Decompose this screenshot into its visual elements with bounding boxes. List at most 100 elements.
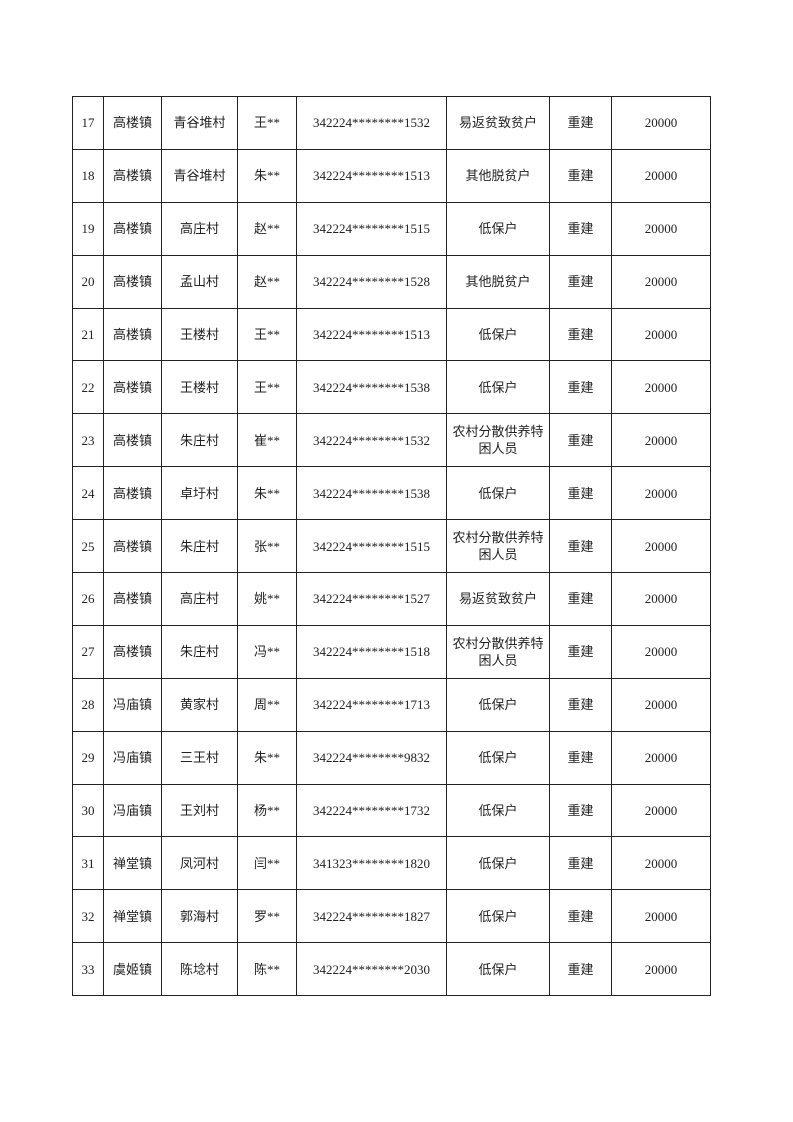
table-row: 32 禅堂镇 郭海村 罗** 342224********1827 低保户 重建 20000 <box>72 889 711 944</box>
name-cell: 张** <box>237 519 297 574</box>
household-type-cell: 易返贫致贫户 <box>446 96 550 150</box>
name-cell: 赵** <box>237 254 297 309</box>
id-number-cell: 342224********1532 <box>296 96 447 150</box>
table-row: 21 高楼镇 王楼村 王** 342224********1513 低保户 重建 20000 <box>72 307 711 362</box>
household-type-cell: 低保户 <box>446 360 550 415</box>
row-number-cell: 33 <box>72 942 104 997</box>
id-number-cell: 342224********1538 <box>296 466 447 521</box>
household-table: 17 高楼镇 青谷堆村 王** 342224********1532 易返贫致贫户 重建 20… <box>72 96 711 997</box>
subsidy-amount-cell: 20000 <box>611 730 711 785</box>
construction-type-cell: 重建 <box>549 360 612 415</box>
village-cell: 朱庄村 <box>161 519 238 574</box>
town-cell: 高楼镇 <box>103 201 162 256</box>
subsidy-amount-cell: 20000 <box>611 466 711 521</box>
construction-type-cell: 重建 <box>549 624 612 679</box>
subsidy-amount-cell: 20000 <box>611 942 711 997</box>
table-row: 28 冯庙镇 黄家村 周** 342224********1713 低保户 重建 20000 <box>72 677 711 732</box>
construction-type-cell: 重建 <box>549 307 612 362</box>
name-cell: 闫** <box>237 836 297 891</box>
name-cell: 周** <box>237 677 297 732</box>
village-cell: 黄家村 <box>161 677 238 732</box>
town-cell: 冯庙镇 <box>103 783 162 838</box>
id-number-cell: 342224********1515 <box>296 519 447 574</box>
table-row: 30 冯庙镇 王刘村 杨** 342224********1732 低保户 重建 20000 <box>72 783 711 838</box>
subsidy-amount-cell: 20000 <box>611 413 711 468</box>
table-row: 24 高楼镇 卓圩村 朱** 342224********1538 低保户 重建 20000 <box>72 466 711 521</box>
table-body: 17 高楼镇 青谷堆村 王** 342224********1532 易返贫致贫户 重建 20… <box>72 96 711 997</box>
row-number-cell: 24 <box>72 466 104 521</box>
household-type-cell: 低保户 <box>446 889 550 944</box>
row-number-cell: 27 <box>72 624 104 679</box>
name-cell: 冯** <box>237 624 297 679</box>
household-type-cell: 低保户 <box>446 307 550 362</box>
town-cell: 高楼镇 <box>103 360 162 415</box>
household-type-cell: 农村分散供养特困人员 <box>446 624 550 679</box>
row-number-cell: 22 <box>72 360 104 415</box>
subsidy-amount-cell: 20000 <box>611 519 711 574</box>
name-cell: 崔** <box>237 413 297 468</box>
subsidy-amount-cell: 20000 <box>611 201 711 256</box>
household-type-cell: 低保户 <box>446 677 550 732</box>
id-number-cell: 342224********1827 <box>296 889 447 944</box>
subsidy-amount-cell: 20000 <box>611 307 711 362</box>
name-cell: 朱** <box>237 730 297 785</box>
construction-type-cell: 重建 <box>549 413 612 468</box>
table-row: 26 高楼镇 高庄村 姚** 342224********1527 易返贫致贫户 重建 200… <box>72 572 711 626</box>
id-number-cell: 342224********2030 <box>296 942 447 997</box>
town-cell: 高楼镇 <box>103 96 162 150</box>
row-number-cell: 28 <box>72 677 104 732</box>
table-row: 29 冯庙镇 三王村 朱** 342224********9832 低保户 重建 20000 <box>72 730 711 785</box>
household-type-cell: 农村分散供养特困人员 <box>446 519 550 574</box>
row-number-cell: 31 <box>72 836 104 891</box>
id-number-cell: 342224********1527 <box>296 572 447 626</box>
subsidy-amount-cell: 20000 <box>611 96 711 150</box>
construction-type-cell: 重建 <box>549 148 612 203</box>
name-cell: 王** <box>237 96 297 150</box>
village-cell: 王楼村 <box>161 360 238 415</box>
subsidy-amount-cell: 20000 <box>611 360 711 415</box>
row-number-cell: 32 <box>72 889 104 944</box>
row-number-cell: 18 <box>72 148 104 203</box>
table-row: 25 高楼镇 朱庄村 张** 342224********1515 农村分散供养特困人员重… <box>72 519 711 574</box>
construction-type-cell: 重建 <box>549 730 612 785</box>
construction-type-cell: 重建 <box>549 201 612 256</box>
subsidy-amount-cell: 20000 <box>611 572 711 626</box>
town-cell: 高楼镇 <box>103 624 162 679</box>
subsidy-amount-cell: 20000 <box>611 889 711 944</box>
table-row: 18 高楼镇 青谷堆村 朱** 342224********1513 其他脱贫户 重建 200… <box>72 148 711 203</box>
town-cell: 高楼镇 <box>103 572 162 626</box>
name-cell: 陈** <box>237 942 297 997</box>
table-row: 19 高楼镇 高庄村 赵** 342224********1515 低保户 重建 20000 <box>72 201 711 256</box>
id-number-cell: 342224********1532 <box>296 413 447 468</box>
construction-type-cell: 重建 <box>549 889 612 944</box>
row-number-cell: 30 <box>72 783 104 838</box>
id-number-cell: 342224********1513 <box>296 307 447 362</box>
village-cell: 郭海村 <box>161 889 238 944</box>
row-number-cell: 26 <box>72 572 104 626</box>
construction-type-cell: 重建 <box>549 572 612 626</box>
row-number-cell: 20 <box>72 254 104 309</box>
subsidy-amount-cell: 20000 <box>611 254 711 309</box>
village-cell: 陈埝村 <box>161 942 238 997</box>
household-type-cell: 低保户 <box>446 836 550 891</box>
village-cell: 卓圩村 <box>161 466 238 521</box>
name-cell: 罗** <box>237 889 297 944</box>
table-row: 22 高楼镇 王楼村 王** 342224********1538 低保户 重建 20000 <box>72 360 711 415</box>
construction-type-cell: 重建 <box>549 96 612 150</box>
household-type-cell: 低保户 <box>446 466 550 521</box>
id-number-cell: 342224********9832 <box>296 730 447 785</box>
construction-type-cell: 重建 <box>549 783 612 838</box>
subsidy-amount-cell: 20000 <box>611 624 711 679</box>
construction-type-cell: 重建 <box>549 677 612 732</box>
village-cell: 孟山村 <box>161 254 238 309</box>
id-number-cell: 341323********1820 <box>296 836 447 891</box>
town-cell: 冯庙镇 <box>103 730 162 785</box>
row-number-cell: 25 <box>72 519 104 574</box>
town-cell: 高楼镇 <box>103 466 162 521</box>
village-cell: 王楼村 <box>161 307 238 362</box>
household-type-cell: 农村分散供养特困人员 <box>446 413 550 468</box>
household-type-cell: 低保户 <box>446 730 550 785</box>
subsidy-amount-cell: 20000 <box>611 148 711 203</box>
household-type-cell: 低保户 <box>446 783 550 838</box>
village-cell: 青谷堆村 <box>161 148 238 203</box>
